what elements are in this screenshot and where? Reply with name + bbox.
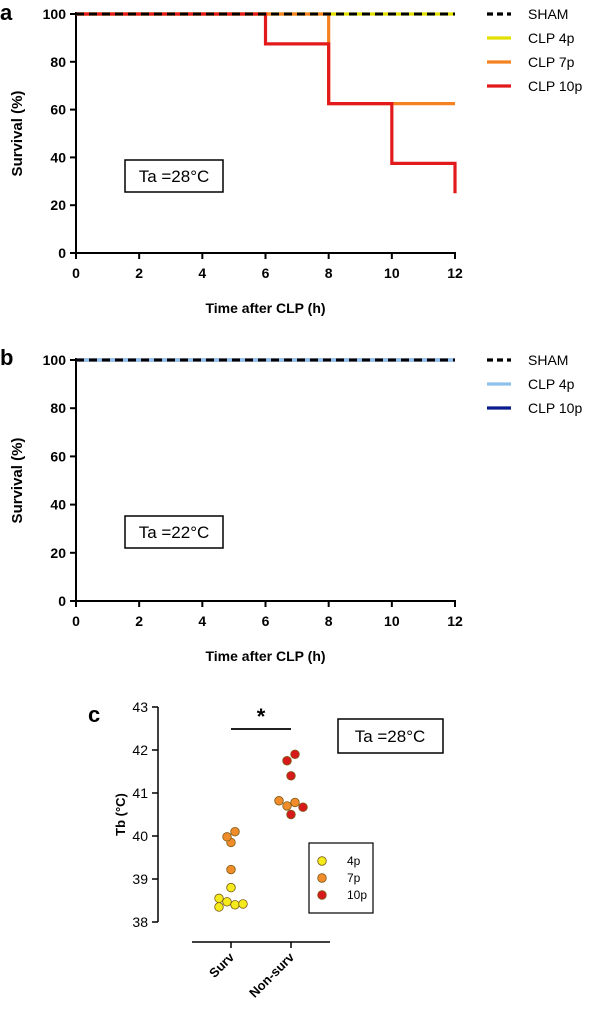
data-point (214, 902, 224, 912)
panel-letter: a (0, 0, 13, 25)
y-tick-label: 43 (132, 699, 148, 715)
data-point (230, 900, 240, 910)
legend-marker (317, 856, 327, 866)
panel-b: b 0 20 40 60 80 100 0 2 4 6 8 10 12 Time after CLP (h)… (0, 345, 582, 664)
y-tick-label: 42 (132, 742, 148, 758)
y-axis-title: Survival (%) (9, 438, 26, 524)
panel-c: c 38 39 40 41 42 43 Tb (°C) Surv Non-surv * Ta =28°… (88, 699, 444, 1000)
y-tick-label: 80 (50, 54, 66, 70)
y-tick-label: 40 (50, 497, 66, 513)
x-tick-label: 2 (135, 265, 143, 281)
data-point (222, 832, 232, 842)
panel-letter: b (0, 345, 13, 370)
legend-entry: SHAM (528, 352, 568, 368)
x-axis-title: Time after CLP (h) (205, 648, 325, 664)
legend-entry: CLP 10p (528, 78, 582, 94)
legend-entry: CLP 4p (528, 30, 575, 46)
panel-letter: c (88, 702, 100, 727)
x-axis-title: Time after CLP (h) (205, 300, 325, 316)
data-point (230, 827, 240, 837)
data-point (214, 893, 224, 904)
x-tick-label: 4 (198, 265, 206, 281)
data-point (298, 802, 308, 812)
legend-entry: SHAM (528, 6, 568, 22)
y-tick-label: 80 (50, 400, 66, 416)
y-tick-label: 60 (50, 102, 66, 118)
y-tick-label: 100 (43, 6, 67, 22)
x-tick-label: 8 (325, 613, 333, 629)
data-point (226, 882, 236, 893)
y-tick-label: 0 (58, 593, 66, 609)
x-tick-label: 12 (447, 613, 463, 629)
data-point (274, 796, 284, 806)
x-tick-label: 10 (384, 265, 400, 281)
data-point (226, 864, 236, 875)
x-tick-label: 0 (72, 265, 80, 281)
x-tick-label: 6 (262, 613, 270, 629)
data-point (290, 797, 300, 808)
x-tick-label: 2 (135, 613, 143, 629)
legend-marker (317, 873, 327, 883)
legend-marker (317, 890, 327, 900)
legend-entry: CLP 10p (528, 400, 582, 416)
x-tick-label: 6 (262, 265, 270, 281)
series-line-clp-10p (76, 12, 457, 194)
legend-entry: 7p (347, 871, 361, 885)
data-point (282, 756, 292, 766)
x-tick-label: 4 (198, 613, 206, 629)
y-axis-title: Tb (°C) (113, 793, 128, 836)
annotation-box (124, 515, 224, 549)
significance-marker: * (257, 704, 266, 729)
x-tick-label: 12 (447, 265, 463, 281)
category-label: Surv (206, 949, 238, 981)
y-tick-label: 39 (132, 871, 148, 887)
data-point (282, 801, 292, 811)
legend-entry: CLP 7p (528, 54, 575, 70)
annotation-text: Ta =22°C (139, 523, 210, 542)
y-tick-label: 20 (50, 197, 66, 213)
y-tick-label: 100 (43, 352, 67, 368)
panel-a: a 0 20 40 60 80 100 0 2 4 6 8 10 12 Time after CLP (h)… (0, 0, 582, 316)
annotation-text: Ta =28°C (355, 727, 426, 746)
y-tick-label: 38 (132, 914, 148, 930)
legend-entry: 4p (347, 854, 361, 868)
y-tick-label: 41 (132, 785, 148, 801)
category-label: Non-surv (246, 949, 297, 1000)
y-tick-label: 60 (50, 448, 66, 464)
legend-entry: CLP 4p (528, 376, 575, 392)
annotation-text: Ta =28°C (139, 167, 210, 186)
y-tick-label: 0 (58, 245, 66, 261)
legend-entry: 10p (347, 888, 367, 902)
x-tick-label: 8 (325, 265, 333, 281)
y-tick-label: 20 (50, 545, 66, 561)
y-tick-label: 40 (50, 149, 66, 165)
data-point (286, 809, 296, 820)
data-point (286, 771, 296, 781)
x-tick-label: 10 (384, 613, 400, 629)
data-point (222, 897, 232, 907)
annotation-box (124, 159, 224, 193)
annotation-box (337, 718, 444, 754)
y-tick-label: 40 (132, 828, 148, 844)
x-tick-label: 0 (72, 613, 80, 629)
data-point (238, 899, 248, 909)
data-point (290, 749, 300, 760)
y-axis-title: Survival (%) (9, 91, 26, 177)
